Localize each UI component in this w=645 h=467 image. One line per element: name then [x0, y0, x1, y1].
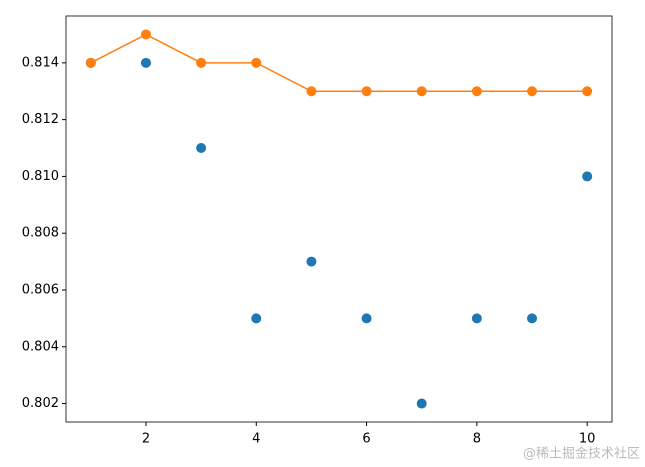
point: [471, 313, 482, 324]
x-tick-label: 4: [252, 432, 260, 447]
y-tick-label: 0.808: [22, 226, 59, 241]
point: [527, 86, 538, 97]
x-tick-label: 8: [473, 432, 481, 447]
point: [140, 57, 151, 68]
y-tick-label: 0.804: [22, 339, 59, 354]
plot-frame: [65, 15, 613, 423]
point: [140, 29, 151, 40]
point: [361, 86, 372, 97]
point: [251, 57, 262, 68]
point: [416, 86, 427, 97]
point: [471, 86, 482, 97]
point: [196, 57, 207, 68]
watermark: @稀土掘金技术社区: [523, 446, 640, 462]
y-tick-label: 0.814: [22, 55, 59, 70]
point: [361, 313, 372, 324]
point: [85, 57, 96, 68]
x-tick-label: 2: [142, 432, 150, 447]
y-tick-label: 0.812: [22, 112, 59, 127]
x-tick-label: 10: [579, 432, 596, 447]
series-line: [90, 33, 588, 92]
x-tick-label: 6: [362, 432, 370, 447]
y-tick-label: 0.806: [22, 282, 59, 297]
point: [306, 86, 317, 97]
point: [582, 171, 593, 182]
point: [527, 313, 538, 324]
point: [416, 398, 427, 409]
point: [306, 256, 317, 267]
y-tick-label: 0.810: [22, 169, 59, 184]
point: [196, 143, 207, 154]
y-tick-label: 0.802: [22, 396, 59, 411]
point: [251, 313, 262, 324]
point: [582, 86, 593, 97]
